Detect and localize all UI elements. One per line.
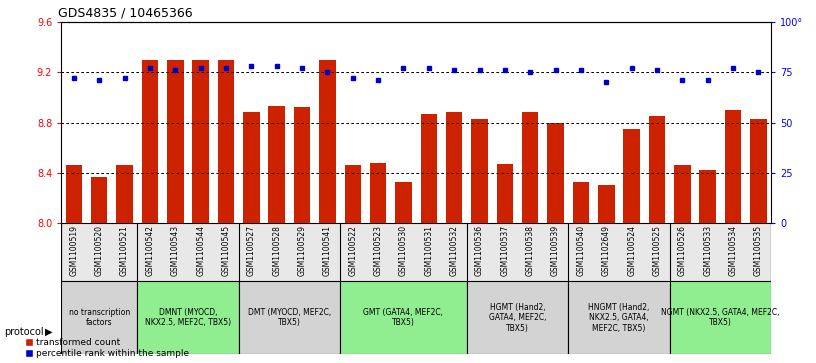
- Text: GSM1100529: GSM1100529: [298, 225, 307, 276]
- Bar: [446, 113, 463, 223]
- Bar: [167, 60, 184, 223]
- Text: GSM1100535: GSM1100535: [754, 225, 763, 276]
- Text: GSM1100521: GSM1100521: [120, 225, 129, 276]
- Bar: [117, 165, 133, 223]
- Text: DMT (MYOCD, MEF2C,
TBX5): DMT (MYOCD, MEF2C, TBX5): [248, 308, 331, 327]
- Legend: transformed count, percentile rank within the sample: transformed count, percentile rank withi…: [25, 338, 188, 359]
- Text: GSM1100519: GSM1100519: [69, 225, 78, 276]
- Bar: [193, 60, 209, 223]
- Text: HGMT (Hand2,
GATA4, MEF2C,
TBX5): HGMT (Hand2, GATA4, MEF2C, TBX5): [489, 303, 547, 333]
- Bar: [699, 170, 716, 223]
- Text: GSM1100523: GSM1100523: [374, 225, 383, 276]
- Text: GDS4835 / 10465366: GDS4835 / 10465366: [58, 6, 193, 19]
- Bar: [340, 281, 467, 354]
- Text: GSM1100542: GSM1100542: [145, 225, 154, 276]
- Text: GSM1100544: GSM1100544: [196, 225, 205, 276]
- Text: GSM1100528: GSM1100528: [273, 225, 282, 276]
- Text: GSM1100538: GSM1100538: [526, 225, 534, 276]
- Text: GSM1100524: GSM1100524: [628, 225, 636, 276]
- Text: ▶: ▶: [45, 327, 52, 337]
- Text: HNGMT (Hand2,
NKX2.5, GATA4,
MEF2C, TBX5): HNGMT (Hand2, NKX2.5, GATA4, MEF2C, TBX5…: [588, 303, 650, 333]
- Bar: [670, 281, 771, 354]
- Bar: [319, 60, 335, 223]
- Bar: [91, 177, 108, 223]
- Text: DMNT (MYOCD,
NKX2.5, MEF2C, TBX5): DMNT (MYOCD, NKX2.5, MEF2C, TBX5): [145, 308, 231, 327]
- Bar: [598, 185, 614, 223]
- Text: protocol: protocol: [4, 327, 44, 337]
- Bar: [218, 60, 234, 223]
- Text: GMT (GATA4, MEF2C,
TBX5): GMT (GATA4, MEF2C, TBX5): [363, 308, 443, 327]
- Text: GSM1100536: GSM1100536: [475, 225, 484, 276]
- Bar: [268, 106, 285, 223]
- Bar: [548, 122, 564, 223]
- Bar: [674, 165, 690, 223]
- Bar: [420, 114, 437, 223]
- Text: GSM1100537: GSM1100537: [500, 225, 509, 276]
- Text: GSM1100527: GSM1100527: [247, 225, 256, 276]
- Text: GSM1100539: GSM1100539: [551, 225, 560, 276]
- Text: GSM1100526: GSM1100526: [678, 225, 687, 276]
- Text: no transcription
factors: no transcription factors: [69, 308, 130, 327]
- Bar: [65, 165, 82, 223]
- Bar: [294, 107, 310, 223]
- Text: GSM1100541: GSM1100541: [323, 225, 332, 276]
- Text: GSM1100533: GSM1100533: [703, 225, 712, 276]
- Text: GSM1100520: GSM1100520: [95, 225, 104, 276]
- Bar: [238, 281, 340, 354]
- Bar: [573, 182, 589, 223]
- Text: GSM1100532: GSM1100532: [450, 225, 459, 276]
- Bar: [568, 281, 670, 354]
- Bar: [522, 113, 539, 223]
- Bar: [750, 119, 767, 223]
- Bar: [344, 165, 361, 223]
- Text: GSM1100545: GSM1100545: [221, 225, 230, 276]
- Bar: [725, 110, 741, 223]
- Text: GSM1100525: GSM1100525: [653, 225, 662, 276]
- Bar: [137, 281, 238, 354]
- Bar: [61, 281, 137, 354]
- Bar: [623, 129, 640, 223]
- Bar: [649, 116, 665, 223]
- Text: NGMT (NKX2.5, GATA4, MEF2C,
TBX5): NGMT (NKX2.5, GATA4, MEF2C, TBX5): [661, 308, 779, 327]
- Bar: [472, 119, 488, 223]
- Bar: [243, 113, 259, 223]
- Text: GSM1100543: GSM1100543: [171, 225, 180, 276]
- Text: GSM1100540: GSM1100540: [576, 225, 585, 276]
- Text: GSM1100522: GSM1100522: [348, 225, 357, 276]
- Bar: [497, 164, 513, 223]
- Bar: [467, 281, 568, 354]
- Text: GSM1100534: GSM1100534: [729, 225, 738, 276]
- Bar: [370, 163, 386, 223]
- Bar: [395, 182, 412, 223]
- Text: GSM1100531: GSM1100531: [424, 225, 433, 276]
- Bar: [142, 60, 158, 223]
- Text: GSM1100530: GSM1100530: [399, 225, 408, 276]
- Text: GSM1102649: GSM1102649: [602, 225, 611, 276]
